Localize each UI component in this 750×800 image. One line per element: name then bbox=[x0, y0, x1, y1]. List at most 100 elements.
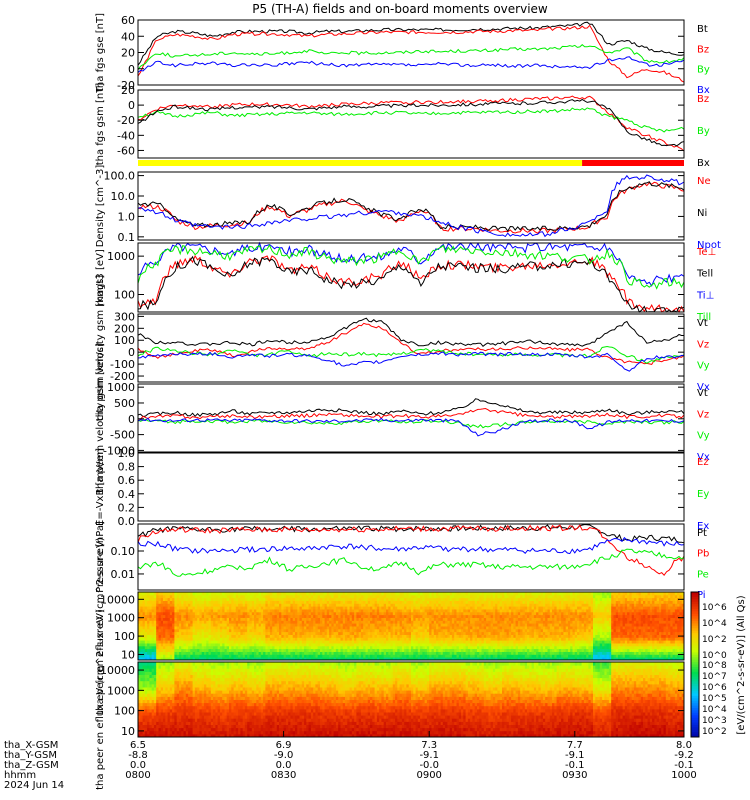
spectrogram-cell bbox=[265, 611, 269, 616]
spectrogram-cell bbox=[217, 597, 221, 601]
spectrogram-cell bbox=[153, 637, 157, 641]
spectrogram-cell bbox=[279, 609, 282, 613]
spectrogram-cell bbox=[263, 643, 266, 647]
spectrogram-cell bbox=[285, 640, 289, 644]
spectrogram-cell bbox=[151, 648, 155, 652]
spectrogram-cell bbox=[279, 648, 282, 652]
spectrogram-cell bbox=[247, 597, 250, 601]
spectrogram-cell bbox=[194, 609, 198, 613]
spectrogram-cell bbox=[276, 603, 280, 607]
spectrogram-cell bbox=[194, 651, 198, 655]
spectrogram-cell bbox=[197, 640, 200, 644]
spectrogram-cell bbox=[190, 640, 194, 644]
spectrogram-cell bbox=[179, 643, 182, 647]
spectrogram-cell bbox=[181, 640, 184, 644]
spectrogram-cell bbox=[274, 637, 278, 641]
spectrogram-cell bbox=[247, 657, 250, 661]
spectrogram-cell bbox=[181, 637, 184, 641]
spectrogram-cell bbox=[242, 637, 246, 641]
spectrogram-cell bbox=[204, 609, 207, 613]
spectrogram-cell bbox=[151, 657, 155, 661]
spectrogram-cell bbox=[267, 637, 271, 641]
spectrogram-cell bbox=[138, 600, 141, 604]
spectrogram-cell bbox=[149, 620, 153, 624]
spectrogram-cell bbox=[185, 648, 189, 652]
spectrogram-cell bbox=[217, 592, 221, 596]
spectrogram-cell bbox=[285, 626, 289, 630]
spectrogram-cell bbox=[153, 597, 157, 601]
spectrogram-cell bbox=[199, 597, 203, 601]
spectrogram-cell bbox=[242, 600, 246, 604]
spectrogram-cell bbox=[217, 609, 221, 613]
spectrogram-cell bbox=[151, 634, 155, 638]
spectrogram-cell bbox=[147, 600, 150, 604]
spectrogram-cell bbox=[224, 631, 228, 635]
spectrogram-cell bbox=[156, 592, 159, 596]
spectrogram-cell bbox=[213, 597, 216, 601]
spectrogram-cell bbox=[149, 597, 153, 601]
spectrogram-cell bbox=[260, 651, 264, 655]
spectrogram-cell bbox=[176, 600, 180, 604]
spectrogram-cell bbox=[267, 645, 271, 650]
spectrogram-cell bbox=[204, 645, 207, 650]
spectrogram-cell bbox=[231, 648, 235, 652]
spectrogram-cell bbox=[176, 657, 180, 661]
spectrogram-cell bbox=[269, 603, 273, 607]
spectrogram-cell bbox=[158, 606, 162, 610]
spectrogram-cell bbox=[165, 645, 169, 650]
spectrogram-cell bbox=[226, 594, 230, 599]
spectrogram-cell bbox=[244, 597, 248, 601]
spectrogram-cell bbox=[208, 623, 212, 627]
spectrogram-cell bbox=[163, 611, 166, 616]
spectrogram-cell bbox=[147, 617, 150, 621]
spectrogram-cell bbox=[240, 609, 244, 613]
spectrogram-cell bbox=[224, 651, 228, 655]
spectrogram-cell bbox=[144, 654, 148, 658]
spectrogram-cell bbox=[208, 637, 212, 641]
spectrogram-cell bbox=[147, 592, 150, 596]
spectrogram-cell bbox=[201, 626, 205, 630]
spectrogram-cell bbox=[153, 603, 157, 607]
spectrogram-cell bbox=[238, 614, 241, 618]
spectrogram-cell bbox=[149, 606, 153, 610]
spectrogram-cell bbox=[149, 640, 153, 644]
spectrogram-cell bbox=[217, 603, 221, 607]
spectrogram-cell bbox=[240, 597, 244, 601]
spectrogram-cell bbox=[251, 654, 255, 658]
spectrogram-cell bbox=[183, 651, 187, 655]
series-line-temperature-3 bbox=[137, 244, 685, 290]
spectrogram-cell bbox=[153, 651, 157, 655]
spectrogram-cell bbox=[281, 594, 285, 599]
series-line-peem_velocity-3 bbox=[137, 417, 685, 437]
spectrogram-cell bbox=[226, 617, 230, 621]
spectrogram-cell bbox=[199, 600, 203, 604]
spectrogram-cell bbox=[222, 597, 225, 601]
spectrogram-cell bbox=[140, 645, 144, 650]
spectrogram-cell bbox=[197, 620, 200, 624]
spectrogram-cell bbox=[242, 611, 246, 616]
spectrogram-cell bbox=[231, 651, 235, 655]
spectrogram-cell bbox=[185, 640, 189, 644]
spectrogram-cell bbox=[263, 631, 266, 635]
spectrogram-cell bbox=[165, 651, 169, 655]
spectrogram-cell bbox=[201, 643, 205, 647]
spectrogram-cell bbox=[174, 645, 178, 650]
spectrogram-cell bbox=[251, 651, 255, 655]
spectrogram-cell bbox=[233, 594, 237, 599]
spectrogram-cell bbox=[242, 606, 246, 610]
series-line-pressure-3 bbox=[137, 536, 685, 555]
spectrogram-cell bbox=[215, 611, 219, 616]
spectrogram-cell bbox=[254, 628, 257, 633]
spectrogram-cell bbox=[242, 648, 246, 652]
spectrogram-cell bbox=[174, 611, 178, 616]
spectrogram-cell bbox=[206, 617, 210, 621]
spectrogram-cell bbox=[276, 597, 280, 601]
spectrogram-cell bbox=[229, 637, 232, 641]
spectrogram-cell bbox=[254, 645, 257, 650]
spectrogram-cell bbox=[192, 611, 196, 616]
spectrogram-cell bbox=[172, 634, 175, 638]
spectrogram-cell bbox=[244, 609, 248, 613]
spectrogram-cell bbox=[167, 617, 171, 621]
spectrogram-cell bbox=[201, 611, 205, 616]
spectrogram-cell bbox=[217, 614, 221, 618]
